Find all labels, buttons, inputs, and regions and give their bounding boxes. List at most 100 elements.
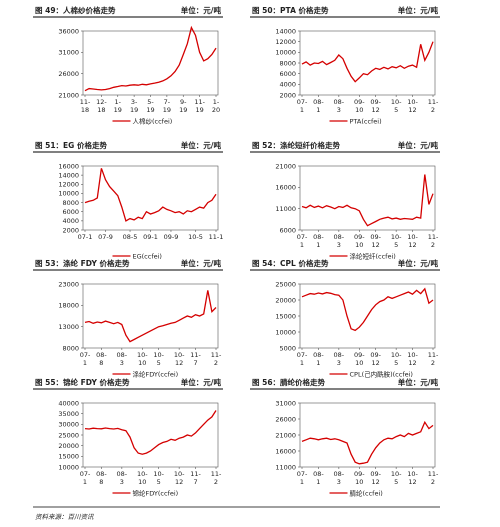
x-tick-label: 12-18: [96, 98, 107, 114]
x-tick-label: 11-18: [80, 98, 91, 114]
figure-title: 图 51：EG 价格走势: [35, 140, 107, 150]
y-tick-label: 6000: [279, 70, 296, 78]
x-tick-label: 10-12: [174, 470, 185, 486]
plot-frame: [82, 283, 219, 349]
y-tick-label: 26000: [275, 415, 296, 423]
legend-label: PTA(ccfei): [350, 117, 382, 125]
figure-title: 图 55：锦纶 FDY 价格走势: [35, 377, 130, 387]
x-tick-label: 1-20: [212, 98, 220, 114]
x-tick-label: 08-3: [334, 98, 345, 114]
y-tick-label: 21000: [58, 91, 79, 99]
x-tick-label: 09-12: [370, 233, 381, 249]
y-tick-label: 5000: [279, 344, 296, 352]
y-tick-label: 4000: [62, 217, 79, 225]
x-tick-label: 07-1: [297, 233, 308, 249]
y-tick-label: 31000: [58, 49, 79, 57]
x-tick-label: 3-19: [130, 98, 138, 114]
legend-label: EG(ccfei): [133, 252, 162, 260]
x-tick-label: 11-19: [194, 98, 205, 114]
price-line: [301, 420, 434, 465]
x-tick-label: 11-2: [428, 233, 439, 249]
price-line: [301, 174, 434, 227]
price-line: [301, 41, 434, 83]
plot-frame: [82, 402, 219, 468]
plot-frame: [299, 402, 436, 468]
y-tick-label: 13000: [58, 323, 79, 331]
y-tick-label: 2000: [62, 226, 79, 234]
x-tick-label: 09-10: [354, 470, 365, 486]
y-tick-label: 35000: [58, 410, 79, 418]
y-tick-label: 23000: [58, 280, 79, 288]
y-tick-label: 10000: [58, 190, 79, 198]
y-tick-label: 16000: [275, 447, 296, 455]
y-tick-label: 11000: [275, 463, 296, 471]
x-tick-label: 08-1: [313, 98, 324, 114]
unit: 单位：元/吨: [398, 140, 439, 150]
figure-title: 图 49：人棉纱价格走势: [35, 5, 116, 15]
x-tick-label: 10-12: [407, 233, 418, 249]
legend-label: 锦纶FDY(ccfei): [133, 488, 179, 497]
y-tick-label: 26000: [58, 70, 79, 78]
x-tick-label: 10-5: [153, 351, 164, 367]
y-tick-label: 12000: [275, 38, 296, 46]
x-tick-label: 08-8: [96, 470, 107, 486]
x-tick-label: 08-1: [313, 470, 324, 486]
x-tick-label: 07-1: [297, 470, 308, 486]
legend-label: 涤纶FDY(ccfei): [133, 369, 179, 378]
x-tick-label: 08-8: [96, 351, 107, 367]
y-tick-label: 20000: [275, 296, 296, 304]
x-tick-label: 10-5: [188, 233, 203, 241]
unit: 单位：元/吨: [398, 377, 439, 387]
y-tick-label: 14000: [275, 27, 296, 35]
y-tick-label: 16000: [275, 184, 296, 192]
x-tick-label: 11-7: [190, 470, 201, 486]
x-tick-label: 10-5: [153, 470, 164, 486]
x-tick-label: 08-3: [334, 233, 345, 249]
price-line: [84, 168, 217, 222]
legend-label: 腈纶(ccfei): [350, 488, 383, 497]
x-tick-label: 11-2: [428, 98, 439, 114]
x-tick-label: 10-12: [407, 351, 418, 367]
x-tick-label: 07-1: [297, 351, 308, 367]
x-tick-label: 10-5: [391, 233, 402, 249]
x-tick-label: 10-12: [174, 351, 185, 367]
y-tick-label: 15000: [275, 312, 296, 320]
legend-label: 涤纶短纤(ccfei): [350, 251, 396, 260]
source: 资料来源：百川资讯: [35, 513, 94, 521]
y-tick-label: 15000: [58, 453, 79, 461]
x-tick-label: 11-2: [211, 470, 222, 486]
plot-frame: [82, 30, 219, 96]
x-tick-label: 10-5: [391, 98, 402, 114]
x-tick-label: 10-12: [407, 98, 418, 114]
y-tick-label: 20000: [58, 442, 79, 450]
x-tick-label: 09-12: [370, 351, 381, 367]
x-tick-label: 10-10: [137, 470, 148, 486]
y-tick-label: 8000: [62, 344, 79, 352]
y-tick-label: 8000: [62, 199, 79, 207]
y-tick-label: 10000: [275, 49, 296, 57]
x-tick-label: 7-19: [163, 98, 171, 114]
x-tick-label: 09-1: [143, 233, 158, 241]
y-tick-label: 10000: [58, 463, 79, 471]
x-tick-label: 09-12: [370, 470, 381, 486]
x-tick-label: 09-9: [164, 233, 179, 241]
figure-title: 图 50：PTA 价格走势: [252, 5, 329, 15]
x-tick-label: 07-1: [297, 98, 308, 114]
price-line: [301, 287, 434, 332]
x-tick-label: 09-10: [354, 98, 365, 114]
y-tick-label: 10000: [275, 328, 296, 336]
x-tick-label: 08-5: [123, 233, 138, 241]
x-tick-label: 09-10: [354, 233, 365, 249]
x-tick-label: 10-5: [391, 470, 402, 486]
x-tick-label: 1-19: [114, 98, 122, 114]
x-tick-label: 08-3: [117, 351, 128, 367]
x-tick-label: 9-19: [179, 98, 187, 114]
unit: 单位：元/吨: [181, 258, 222, 268]
figure-title: 图 52：涤纶短纤价格走势: [252, 140, 341, 150]
y-tick-label: 21000: [275, 431, 296, 439]
x-tick-label: 09-10: [354, 351, 365, 367]
legend-label: 人棉纱(ccfei): [133, 116, 173, 125]
y-tick-label: 11000: [275, 205, 296, 213]
x-tick-label: 09-12: [370, 98, 381, 114]
y-tick-label: 18000: [58, 302, 79, 310]
